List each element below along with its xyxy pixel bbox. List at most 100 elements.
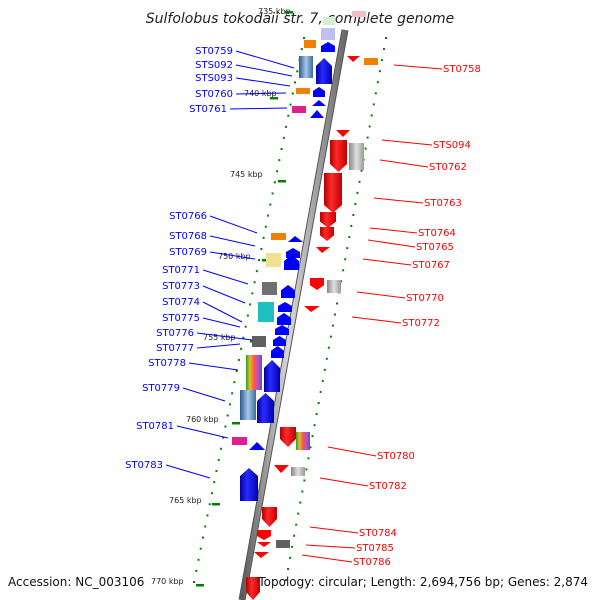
gene-label-reverse: ST0772 — [402, 318, 440, 329]
kbp-tick — [196, 584, 204, 587]
label-leader-forward — [196, 343, 241, 349]
gene-reverse — [274, 465, 289, 473]
gene-label-forward: STS093 — [195, 73, 233, 84]
tick-dot-inner — [206, 514, 209, 517]
tick-dot-outer — [344, 258, 347, 261]
label-leader-reverse — [369, 227, 418, 234]
tick-dot-outer — [333, 313, 336, 316]
gene-feature-grey — [327, 280, 341, 293]
gene-label-forward: ST0769 — [169, 247, 207, 258]
label-leader-reverse — [319, 477, 369, 487]
gene-forward — [257, 393, 274, 423]
gene-feature-grey — [276, 540, 290, 548]
tick-dot-outer — [340, 280, 343, 283]
tick-dot-inner — [271, 192, 274, 195]
gene-reverse — [257, 542, 271, 547]
tick-dot-inner — [197, 558, 200, 561]
kbp-label: 750 kbp — [218, 252, 251, 261]
tick-dot-outer — [372, 103, 375, 106]
tick-dot-inner — [267, 214, 270, 217]
label-leader-reverse — [309, 526, 359, 534]
tick-dot-inner — [262, 236, 265, 239]
tick-dot-inner — [276, 170, 279, 173]
gene-feature-orange — [271, 233, 286, 240]
tick-dot-outer — [309, 446, 312, 449]
gene-label-forward: ST0759 — [195, 46, 233, 57]
gene-feature-grey — [262, 282, 277, 295]
gene-reverse — [320, 227, 334, 241]
gene-label-forward: ST0766 — [169, 211, 207, 222]
tick-dot-outer — [376, 81, 379, 84]
kbp-tick — [212, 503, 220, 506]
gene-label-forward: ST0774 — [162, 297, 200, 308]
gene-label-reverse: STS094 — [433, 140, 471, 151]
reverse-label-leaders — [301, 64, 443, 563]
gene-forward — [284, 255, 299, 270]
tick-dot-inner — [226, 414, 229, 417]
tick-dot-inner — [289, 103, 292, 106]
gene-feature-orange — [296, 88, 310, 94]
tick-dot-outer — [287, 567, 290, 570]
label-leader-forward — [176, 425, 229, 439]
gene-label-reverse: ST0770 — [406, 293, 444, 304]
gene-feature-magenta — [232, 437, 247, 445]
label-leader-forward — [182, 387, 226, 402]
gene-label-reverse: ST0782 — [369, 481, 407, 492]
kbp-tick — [278, 180, 286, 183]
tick-dot-inner — [235, 370, 238, 373]
tick-dot-outer — [378, 70, 381, 73]
gene-reverse — [280, 427, 296, 447]
tick-dot-outer — [311, 435, 314, 438]
kbp-label: 745 kbp — [230, 170, 263, 179]
tick-dot-outer — [342, 269, 345, 272]
gene-label-forward: ST0781 — [136, 421, 174, 432]
gene-reverse — [262, 507, 277, 527]
label-leader-reverse — [367, 239, 416, 248]
label-leader-forward — [209, 251, 256, 260]
gene-label-forward: ST0777 — [156, 343, 194, 354]
label-leader-reverse — [362, 258, 412, 266]
tick-dot-inner — [249, 303, 252, 306]
gene-label-reverse: ST0764 — [418, 228, 456, 239]
gene-feature-orange — [364, 58, 378, 65]
tick-dot-inner — [260, 247, 263, 250]
tick-dot-inner — [303, 37, 305, 39]
label-leader-reverse — [379, 159, 429, 168]
gene-label-reverse: ST0763 — [424, 198, 462, 209]
tick-dot-outer — [364, 147, 367, 150]
kbp-label: 770 kbp — [151, 577, 184, 586]
gene-forward — [271, 346, 284, 358]
label-leader-forward — [202, 285, 246, 304]
tick-dot-outer — [315, 413, 318, 416]
accession-text: Accession: NC_003106 — [8, 575, 144, 589]
tick-dot-inner — [273, 181, 276, 184]
tick-dot-outer — [358, 180, 361, 183]
tick-dot-inner — [228, 403, 231, 406]
gene-label-forward: ST0760 — [195, 89, 233, 100]
tick-dot-inner — [204, 525, 207, 528]
tick-dot-inner — [300, 48, 303, 51]
gene-forward — [321, 42, 335, 52]
gene-label-reverse: ST0785 — [356, 543, 394, 554]
gene-steel — [299, 56, 313, 78]
gene-forward — [240, 468, 258, 501]
gene-feature-pink — [352, 11, 366, 17]
gene-label-forward: ST0779 — [142, 383, 180, 394]
label-leader-forward — [235, 50, 295, 69]
gene-reverse — [310, 278, 324, 290]
tick-dot-inner — [296, 70, 299, 73]
gene-feature-cyan — [258, 302, 274, 322]
tick-dot-inner — [242, 336, 245, 339]
gene-forward — [312, 100, 326, 106]
gene-forward — [313, 87, 325, 97]
tick-dot-outer — [370, 114, 373, 117]
tick-dot-inner — [287, 114, 290, 117]
tick-dot-outer — [299, 501, 302, 504]
tick-dot-inner — [193, 581, 195, 583]
tick-dot-outer — [350, 225, 353, 228]
kbp-label: 765 kbp — [169, 496, 202, 505]
tick-dot-inner — [231, 392, 234, 395]
gene-feature-grey — [252, 336, 266, 347]
gene-reverse — [320, 212, 336, 228]
gene-forward — [316, 58, 332, 84]
